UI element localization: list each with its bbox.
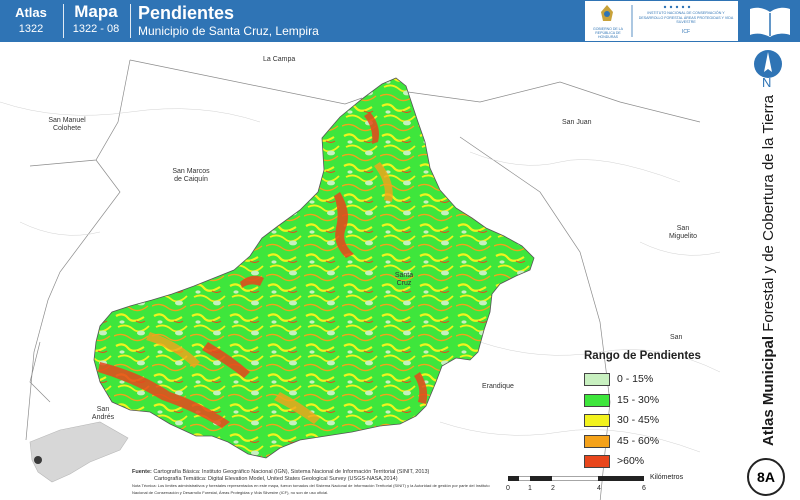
scale-bar-graphic	[508, 476, 644, 481]
atlas-label: Atlas	[15, 5, 47, 20]
santa-cruz-municipality	[93, 77, 535, 459]
header-bar: Atlas 1322 Mapa 1322 - 08 Pendientes Mun…	[0, 0, 800, 42]
legend-label: 30 - 45%	[617, 414, 660, 426]
scale-bar: 0 1 2 4 6 Kilómetros	[500, 474, 700, 500]
place-san-andres: San Andrés	[91, 406, 115, 421]
honduras-inset-map	[29, 421, 129, 483]
map-number-badge: 8A	[747, 458, 785, 496]
place-la-campa: La Campa	[263, 56, 296, 63]
icf-logo-short: ICF	[681, 29, 691, 35]
map-source-notes: Fuente: Cartografía Básica: Instituto Ge…	[132, 469, 492, 497]
legend-swatch	[584, 394, 610, 407]
place-san-miguelito: San Miguelito	[668, 225, 697, 240]
legend-label: 45 - 60%	[617, 435, 660, 447]
atlas-code: 1322	[18, 23, 44, 35]
mapa-code: 1322 - 08	[72, 23, 120, 35]
legend-title: Rango de Pendientes	[584, 350, 701, 362]
scale-unit: Kilómetros	[650, 474, 684, 481]
source-line-2: Cartografía Temática: Digital Elevation …	[154, 476, 398, 482]
government-logo-text: GOBIERNO DE LA REPÚBLICA DE HONDURAS	[593, 27, 623, 39]
icf-logo-text: INSTITUTO NACIONAL DE CONSERVACIÓN Y DES…	[638, 11, 734, 24]
atlas-vertical-title: Atlas Municipal Forestal y de Cobertura …	[760, 16, 778, 446]
place-erandique: Erandique	[482, 383, 514, 390]
place-san-juan: San Juan	[562, 119, 592, 126]
page-subtitle: Municipio de Santa Cruz, Lempira	[138, 24, 319, 38]
scale-tick: 2	[551, 485, 555, 492]
slope-map	[0, 50, 782, 500]
legend-label: 0 - 15%	[617, 373, 654, 385]
legend-swatch	[584, 373, 610, 386]
legend-swatch	[584, 414, 610, 427]
north-letter: N	[762, 75, 772, 90]
scale-tick: 4	[597, 485, 601, 492]
legend-label: 15 - 30%	[617, 394, 660, 406]
scale-tick: 0	[506, 485, 510, 492]
scale-tick: 1	[528, 485, 532, 492]
header-divider	[130, 4, 131, 38]
legend-swatch	[584, 455, 610, 468]
open-book-icon	[750, 7, 790, 37]
steep-slope-areas	[98, 112, 428, 428]
source-line-1: Cartografía Básica: Instituto Geográfico…	[153, 469, 430, 475]
legend-label: >60%	[617, 455, 645, 467]
moderate-steep-areas	[146, 162, 393, 424]
north-arrow-icon	[754, 50, 782, 78]
institution-logos: GOBIERNO DE LA REPÚBLICA DE HONDURAS INS…	[585, 1, 738, 41]
vertical-title-bold: Atlas Municipal	[760, 335, 777, 446]
government-seal-logo	[601, 5, 735, 37]
minor-boundaries	[0, 101, 721, 453]
scale-tick: 6	[642, 485, 646, 492]
legend-swatch	[584, 435, 610, 448]
source-note: Nota Técnica: Los límites administrativo…	[132, 483, 490, 495]
place-santa-cruz: Santa Cruz	[394, 272, 414, 287]
page-title: Pendientes	[138, 3, 235, 23]
vertical-title-rest: Forestal y de Cobertura de la Tierra	[760, 95, 777, 336]
source-label: Fuente:	[132, 469, 152, 475]
place-san-manuel-colohete: San Manuel Colohete	[48, 117, 86, 132]
place-san-marcos-de-caiquin: San Marcos de Caiquín	[172, 168, 210, 183]
header-divider	[63, 4, 64, 38]
mapa-label: Mapa	[74, 2, 118, 21]
place-san: San	[670, 334, 683, 341]
